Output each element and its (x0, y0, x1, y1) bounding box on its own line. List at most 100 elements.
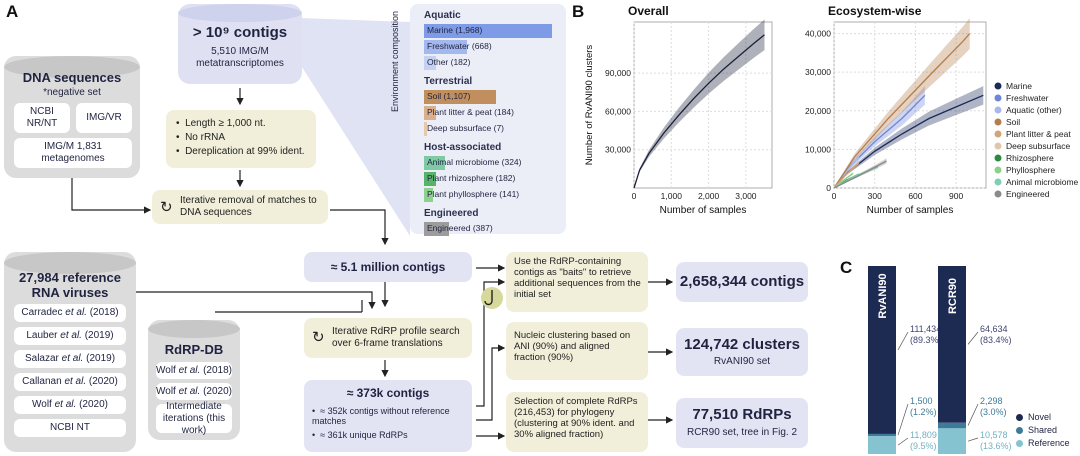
legend-dot (994, 154, 1002, 162)
dna-db-subtitle: *negative set (43, 87, 101, 98)
million-contigs-text: ≈ 5.1 million contigs (330, 260, 446, 274)
reference-item: Wolf et al. (2020) (14, 396, 126, 414)
x-tick-label: 0 (632, 191, 637, 201)
legend-item: Reference (1016, 438, 1070, 448)
step-text: Nucleic clustering based on ANI (90%) an… (514, 330, 631, 363)
panel-b-letter: B (572, 2, 585, 21)
annotation-percent: (13.6%) (980, 441, 1012, 451)
filter-item: • Dereplication at 99% ident. (176, 146, 305, 157)
series-line (833, 160, 887, 189)
annotation-leader (897, 437, 909, 446)
environment-bar-label: Plant rhizosphere (182) (427, 173, 516, 183)
annotation-value: 10,578 (980, 430, 1008, 440)
filter-criteria-box: • Length ≥ 1,000 nt. • No rRNA • Derepli… (166, 110, 316, 168)
environment-bar-label: Deep subsurface (7) (427, 123, 505, 133)
annotation-leader (897, 403, 909, 436)
environment-bar: Plant phyllosphere (141) (424, 188, 552, 202)
legend-label: Animal microbiome (1006, 177, 1078, 187)
stacked-segment (938, 266, 966, 423)
x-tick-label: 600 (908, 191, 922, 201)
legend-label: Aquatic (other) (1006, 105, 1062, 115)
environment-bar: Other (182) (424, 56, 552, 70)
environment-group-heading: Engineered (424, 208, 479, 219)
environment-bars: Aquatic Marine (1,968) Freshwater (668) Oth… (424, 8, 564, 236)
profile-search-box: ↻ Iterative RdRP profile search over 6-f… (304, 318, 472, 358)
panel-a-letter: A (6, 2, 19, 21)
bar-category-label: RvANI90 (877, 273, 889, 318)
y-tick-label: 40,000 (805, 29, 831, 39)
annotation-percent: (3.0%) (980, 407, 1007, 417)
rdrp-db: RdRP-DB Wolf et al. (2018) Wolf et al. (2… (148, 320, 240, 440)
result-value: 77,510 RdRPs (692, 406, 792, 423)
annotation-percent: (9.5%) (910, 441, 937, 451)
environment-bar-fill (424, 222, 450, 236)
panel-c-letter: C (840, 258, 853, 277)
dna-sequences-db: DNA sequences *negative set NCBI NR/NT I… (4, 56, 140, 178)
environment-bar-label: Plant phyllosphere (141) (427, 189, 520, 199)
ecosystem-chart: Ecosystem-wise 0 300 600 900 0 10,000 20,000 30,… (805, 4, 1078, 216)
environment-bar: Plant litter & peat (184) (424, 106, 552, 120)
step-selection-box: Selection of complete RdRPs (216,453) fo… (506, 392, 648, 452)
stacked-segment (868, 433, 896, 437)
result-clusters-box: 124,742 clusters RvANI90 set (676, 328, 808, 376)
y-tick-label: 0 (826, 183, 831, 193)
legend-dot (994, 178, 1002, 186)
environment-bar: Freshwater (668) (424, 40, 552, 54)
y-tick-label: 90,000 (605, 68, 631, 78)
stacked-segment (868, 436, 896, 454)
reference-item: NCBI NT (14, 419, 126, 437)
legend-dot (994, 130, 1002, 138)
million-contigs-box: ≈ 5.1 million contigs (304, 252, 472, 282)
series-line (633, 34, 765, 189)
environment-bar-fill (424, 56, 436, 70)
step-text: Use the RdRP-containing contigs as "bait… (514, 256, 641, 300)
annotation-leader (967, 331, 979, 345)
legend-label: Soil (1006, 117, 1020, 127)
dna-db-item: IMG/M 1,831 metagenomes (14, 138, 132, 168)
y-tick-label: 20,000 (805, 106, 831, 116)
legend-dot (994, 94, 1002, 102)
result-sub: RCR90 set, tree in Fig. 2 (686, 427, 798, 438)
reference-item: Salazar et al. (2019) (14, 350, 126, 368)
legend-dot (994, 106, 1002, 114)
y-tick-label: 30,000 (605, 145, 631, 155)
series-band (834, 18, 970, 188)
rdrp-db-title: RdRP-DB (164, 342, 224, 357)
x-tick-label: 3,000 (735, 191, 757, 201)
environment-bar-fill (424, 24, 552, 38)
legend-dot (994, 82, 1002, 90)
environment-bar-fill (424, 122, 427, 136)
hook-icon (484, 290, 493, 306)
y-axis-label: Number of RvANI90 clusters (584, 45, 595, 166)
panel-c-legend: Novel Shared Reference (1016, 412, 1080, 456)
environment-bar-fill (424, 40, 468, 54)
legend-label: Phyllosphere (1006, 165, 1055, 175)
k373-bullet: • ≈ 352k contigs without reference match… (312, 406, 450, 426)
environment-bar-fill (424, 90, 496, 104)
environment-bar-label: Marine (1,968) (427, 25, 483, 35)
legend-dot (994, 166, 1002, 174)
y-tick-label: 10,000 (805, 144, 831, 154)
environment-bar-label: Other (182) (427, 57, 471, 67)
legend-label: Engineered (1006, 189, 1050, 199)
environment-bar-fill (424, 156, 446, 170)
contigs-db-title: > 10⁹ contigs (192, 24, 288, 41)
environment-bar-label: Plant litter & peat (184) (427, 107, 514, 117)
reference-item: Wolf et al. (2018) (156, 362, 232, 379)
stacked-segment (938, 428, 966, 454)
series-line (833, 33, 971, 189)
legend-item: Novel (1016, 412, 1051, 422)
series-line (833, 162, 860, 189)
cycle-icon: ↻ (312, 329, 325, 346)
environment-bar-label: Soil (1,107) (427, 91, 471, 101)
annotation-percent: (89.3%) (910, 335, 942, 345)
dna-db-item: NCBI NR/NT (14, 103, 70, 133)
annotation-value: 2,298 (980, 396, 1003, 406)
reference-item: Carradec et al. (2018) (14, 304, 126, 322)
result-contigs-box: 2,658,344 contigs (676, 262, 808, 302)
x-tick-label: 300 (868, 191, 882, 201)
environment-composition-box: Environment composition Aquatic Marine (1… (390, 4, 566, 236)
x-tick-label: 2,000 (698, 191, 720, 201)
legend-label: Plant litter & peat (1006, 129, 1071, 139)
